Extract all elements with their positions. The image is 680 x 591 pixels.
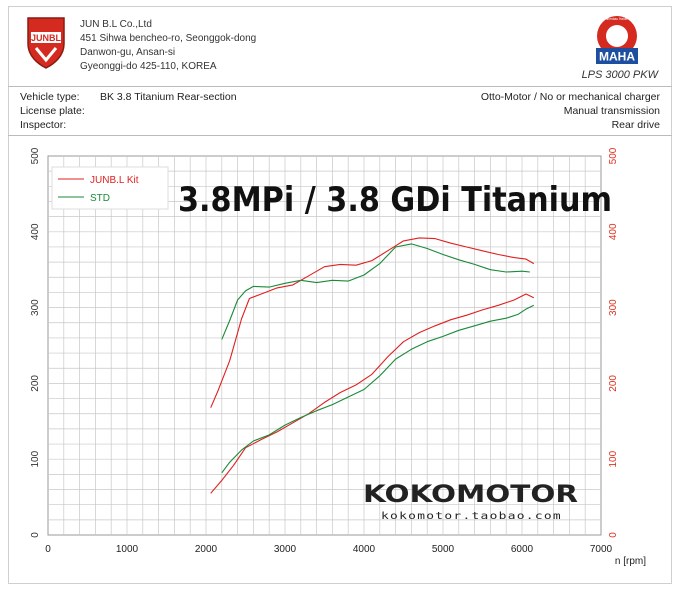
x-tick-label: 1000 (116, 544, 139, 555)
company-line: 451 Sihwa bencheo-ro, Seonggok-dong (80, 33, 257, 44)
y-tick-label-left: 300 (30, 299, 41, 316)
y-tick-label-left: 400 (30, 223, 41, 240)
y-tick-label-right: 300 (608, 299, 619, 316)
drive-type: Rear drive (611, 119, 660, 131)
maha-text: MAHA (599, 50, 635, 64)
report-header: JUNBL JUN B.L Co.,Ltd 451 Sihwa bencheo-… (0, 0, 680, 88)
transmission-type: Manual transmission (563, 105, 660, 117)
plot-area (47, 155, 602, 536)
chart-grid (47, 155, 602, 536)
series-line-junbl-torque (210, 293, 535, 494)
vehicle-type-row: Vehicle type: BK 3.8 Titanium Rear-sectio… (20, 90, 237, 104)
series-line-std-torque (221, 304, 535, 474)
watermark-brand: KOKOMOTOR (363, 480, 578, 508)
chart-curves (210, 237, 535, 494)
company-line: JUN B.L Co.,Ltd (80, 19, 152, 30)
y-tick-label-left: 500 (30, 147, 41, 164)
company-address: JUN B.L Co.,Ltd 451 Sihwa bencheo-ro, Se… (80, 18, 256, 74)
maha-ring-text: Maschinenbau Haldenwang (597, 17, 637, 21)
chart-legend: JUNB.L Kit STD (51, 166, 169, 210)
y-tick-label-left: 200 (30, 375, 41, 392)
overlay-title: 3.8MPi / 3.8 GDi Titanium (178, 180, 612, 220)
page-frame (8, 6, 672, 584)
x-tick-label: 5000 (432, 544, 455, 555)
y-tick-label-right: 500 (608, 147, 619, 164)
y-tick-label-right: 100 (608, 450, 619, 467)
vehicle-type-label: Vehicle type: (20, 91, 80, 103)
legend-label-std: STD (90, 193, 110, 204)
x-tick-label: 6000 (511, 544, 534, 555)
inspector-row: Inspector: (20, 118, 100, 132)
engine-type: Otto-Motor / No or mechanical charger (480, 91, 660, 103)
license-plate-label: License plate: (20, 105, 85, 117)
lps-label: LPS 3000 PKW (581, 69, 658, 81)
vehicle-type-value: BK 3.8 Titanium Rear-section (100, 91, 237, 103)
x-tick-label: 0 (45, 544, 51, 555)
y-tick-label-right: 400 (608, 223, 619, 240)
y-tick-label-right: 0 (608, 532, 619, 538)
company-line: Gyeonggi-do 425-110, KOREA (80, 61, 217, 72)
x-tick-label: 7000 (590, 544, 613, 555)
vehicle-info-panel: Vehicle type: BK 3.8 Titanium Rear-sectio… (8, 86, 672, 136)
y-tick-label-right: 200 (608, 375, 619, 392)
legend-label-junbl: JUNB.L Kit (90, 175, 139, 186)
watermark-url: kokomotor.taobao.com (381, 511, 562, 522)
inspector-label: Inspector: (20, 119, 67, 131)
license-plate-row: License plate: (20, 104, 100, 118)
y-tick-label-left: 100 (30, 450, 41, 467)
series-line-std-power (221, 243, 530, 340)
x-tick-label: 3000 (274, 544, 297, 555)
junbl-logo: JUNBL (27, 17, 65, 69)
x-axis-label: n [rpm] (615, 556, 646, 567)
x-tick-label: 2000 (195, 544, 218, 555)
maha-logo: Maschinenbau Haldenwang MAHA (588, 12, 646, 70)
series-line-junbl-power (210, 237, 535, 408)
y-tick-label-left: 0 (30, 532, 41, 538)
logo-text: JUNBL (31, 33, 62, 43)
x-tick-label: 4000 (353, 544, 376, 555)
company-line: Danwon-gu, Ansan-si (80, 47, 176, 58)
